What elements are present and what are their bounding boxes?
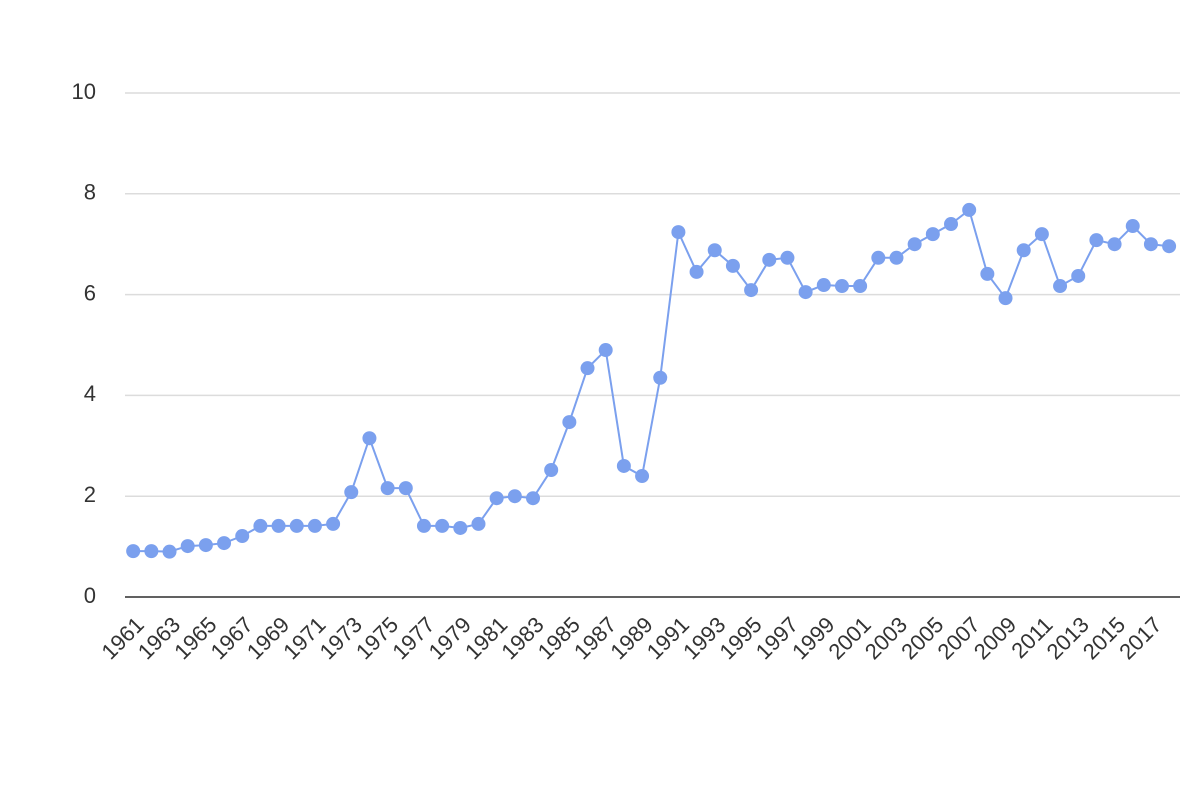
point xyxy=(398,481,413,496)
point xyxy=(144,544,159,559)
point xyxy=(1053,279,1068,294)
point xyxy=(816,278,831,293)
x-tick-label: 2017 xyxy=(1114,612,1166,664)
y-tick-label: 0 xyxy=(84,583,96,608)
point xyxy=(1034,227,1049,242)
point xyxy=(507,489,522,504)
point xyxy=(217,536,232,551)
point xyxy=(453,520,468,535)
point xyxy=(326,516,341,531)
point xyxy=(962,202,977,217)
point xyxy=(1016,243,1031,258)
y-tick-label: 8 xyxy=(84,180,96,205)
point xyxy=(162,544,177,559)
line xyxy=(133,208,1170,553)
point xyxy=(435,518,450,533)
point xyxy=(944,217,959,232)
point xyxy=(180,539,195,554)
point xyxy=(307,518,322,533)
point xyxy=(253,518,268,533)
point xyxy=(1143,237,1158,252)
point xyxy=(925,227,940,242)
point xyxy=(998,291,1013,306)
point xyxy=(871,250,886,265)
point xyxy=(671,225,686,240)
point xyxy=(126,544,141,559)
point xyxy=(362,431,377,446)
point xyxy=(1071,268,1086,283)
point xyxy=(580,361,595,376)
point xyxy=(1107,237,1122,252)
point xyxy=(980,266,995,281)
point xyxy=(598,343,613,358)
point xyxy=(1162,239,1177,254)
point xyxy=(762,252,777,267)
point xyxy=(889,250,904,265)
y-tick-label: 6 xyxy=(84,280,96,305)
point xyxy=(198,538,213,553)
point xyxy=(544,462,559,477)
point xyxy=(780,250,795,265)
point xyxy=(526,491,541,506)
point xyxy=(798,285,813,300)
point xyxy=(471,516,486,531)
point xyxy=(853,279,868,294)
point xyxy=(725,258,740,273)
point xyxy=(1089,233,1104,248)
point xyxy=(689,264,704,279)
point xyxy=(744,283,759,298)
point xyxy=(489,491,504,506)
point xyxy=(616,458,631,473)
y-tick-label: 2 xyxy=(84,482,96,507)
point xyxy=(635,469,650,484)
point xyxy=(416,518,431,533)
point xyxy=(344,485,359,500)
point xyxy=(707,243,722,258)
point xyxy=(380,481,395,496)
point xyxy=(907,237,922,252)
y-tick-label: 10 xyxy=(72,79,96,104)
point xyxy=(235,529,250,544)
point xyxy=(834,279,849,294)
point xyxy=(289,518,304,533)
point xyxy=(653,370,668,385)
point xyxy=(562,415,577,430)
point xyxy=(271,518,286,533)
y-tick-label: 4 xyxy=(84,381,96,406)
point xyxy=(1125,219,1140,234)
